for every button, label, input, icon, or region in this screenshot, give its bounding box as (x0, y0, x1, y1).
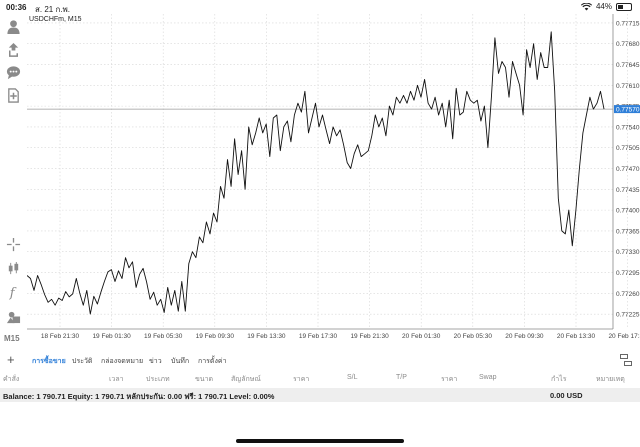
left-toolbar: f M15 (0, 14, 27, 343)
y-tick-label: 0.77365 (616, 228, 640, 235)
y-tick-label: 0.77540 (616, 124, 640, 131)
crosshair-icon[interactable] (5, 236, 22, 253)
timeframe-label[interactable]: M15 (4, 334, 20, 343)
svg-text:f: f (9, 286, 17, 300)
col-price: ราคา (293, 376, 310, 383)
y-tick-label: 0.77295 (616, 270, 640, 277)
candles-icon[interactable] (5, 260, 22, 277)
tab-news[interactable]: ข่าว (149, 358, 162, 365)
tab-mailbox[interactable]: กล่องจดหมาย (101, 358, 144, 365)
x-tick-label: 20 Feb 17:30 (608, 333, 640, 340)
x-tick-label: 19 Feb 13:30 (247, 333, 286, 340)
col-swap: Swap (479, 374, 497, 381)
col-order: คำสั่ง (3, 376, 20, 383)
x-tick-label: 20 Feb 09:30 (505, 333, 544, 340)
y-tick-label: 0.77610 (616, 83, 640, 90)
col-sl: S/L (347, 374, 358, 381)
add-icon[interactable]: + (7, 352, 15, 367)
home-indicator[interactable] (236, 439, 404, 443)
col-time: เวลา (109, 376, 124, 383)
x-tick-label: 20 Feb 01:30 (402, 333, 441, 340)
tab-trade[interactable]: การซื้อขาย (32, 358, 66, 365)
trade-icon[interactable] (5, 41, 22, 58)
balance-text: Balance: 1 790.71 Equity: 1 790.71 หลักป… (3, 392, 275, 401)
price-chart[interactable]: 0.777150.776800.776450.776100.775750.775… (26, 14, 640, 342)
price-line-series (26, 31, 605, 315)
x-tick-label: 19 Feb 17:30 (299, 333, 338, 340)
x-tick-label: 19 Feb 01:30 (92, 333, 131, 340)
status-time: 00:36 (6, 3, 27, 12)
chart-svg[interactable]: 0.777150.776800.776450.776100.775750.775… (26, 14, 640, 342)
new-order-icon[interactable] (5, 87, 22, 104)
positions-header: คำสั่ง เวลา ประเภท ขนาด สัญลักษณ์ ราคา S… (0, 374, 640, 386)
x-tick-label: 18 Feb 21:30 (41, 333, 80, 340)
battery-percent: 44% (595, 2, 612, 11)
status-date: ส. 21 ก.พ. (35, 5, 71, 14)
x-tick-label: 20 Feb 13:30 (557, 333, 596, 340)
x-tick-label: 20 Feb 05:30 (454, 333, 493, 340)
y-tick-label: 0.77645 (616, 62, 640, 69)
y-tick-label: 0.77260 (616, 291, 640, 298)
wifi-icon (580, 2, 592, 10)
chart-title: USDCHFm, M15 (29, 16, 82, 23)
account-icon[interactable] (5, 18, 22, 35)
col-profit: กำไร (551, 376, 567, 383)
y-tick-label: 0.77330 (616, 249, 640, 256)
y-tick-label: 0.77505 (616, 145, 640, 152)
layout-icon[interactable] (620, 354, 632, 366)
battery-icon (616, 2, 632, 11)
tab-settings[interactable]: การตั้งค่า (198, 358, 227, 365)
col-volume: ขนาด (195, 376, 214, 383)
y-tick-label: 0.77680 (616, 41, 640, 48)
tab-journal[interactable]: บันทึก (171, 358, 190, 365)
y-tick-label: 0.77225 (616, 312, 640, 319)
y-tick-label: 0.77715 (616, 20, 640, 27)
x-tick-label: 19 Feb 05:30 (144, 333, 183, 340)
tab-history[interactable]: ประวัติ (72, 358, 93, 365)
indicator-icon[interactable]: f (5, 284, 22, 301)
col-comment: หมายเหตุ (596, 376, 625, 383)
objects-icon[interactable] (5, 308, 22, 325)
total-profit: 0.00 USD (550, 391, 583, 400)
balance-row: Balance: 1 790.71 Equity: 1 790.71 หลักป… (0, 388, 640, 402)
status-bar: 00:36 ส. 21 ก.พ. 44% (0, 0, 640, 14)
col-tp: T/P (396, 374, 407, 381)
x-tick-label: 19 Feb 09:30 (196, 333, 235, 340)
col-type: ประเภท (146, 376, 170, 383)
y-tick-label: 0.77400 (616, 208, 640, 215)
current-price-tag (614, 105, 640, 114)
col-symbol: สัญลักษณ์ (231, 376, 261, 383)
col-price-current: ราคา (441, 376, 458, 383)
chat-icon[interactable] (5, 64, 22, 81)
y-tick-label: 0.77470 (616, 166, 640, 173)
x-tick-label: 19 Feb 21:30 (350, 333, 389, 340)
bottom-tabs: + การซื้อขาย ประวัติ กล่องจดหมาย ข่าว บั… (0, 352, 640, 369)
y-tick-label: 0.77435 (616, 187, 640, 194)
status-right: 44% (580, 2, 632, 11)
current-price-label: 0.77570 (616, 107, 640, 114)
